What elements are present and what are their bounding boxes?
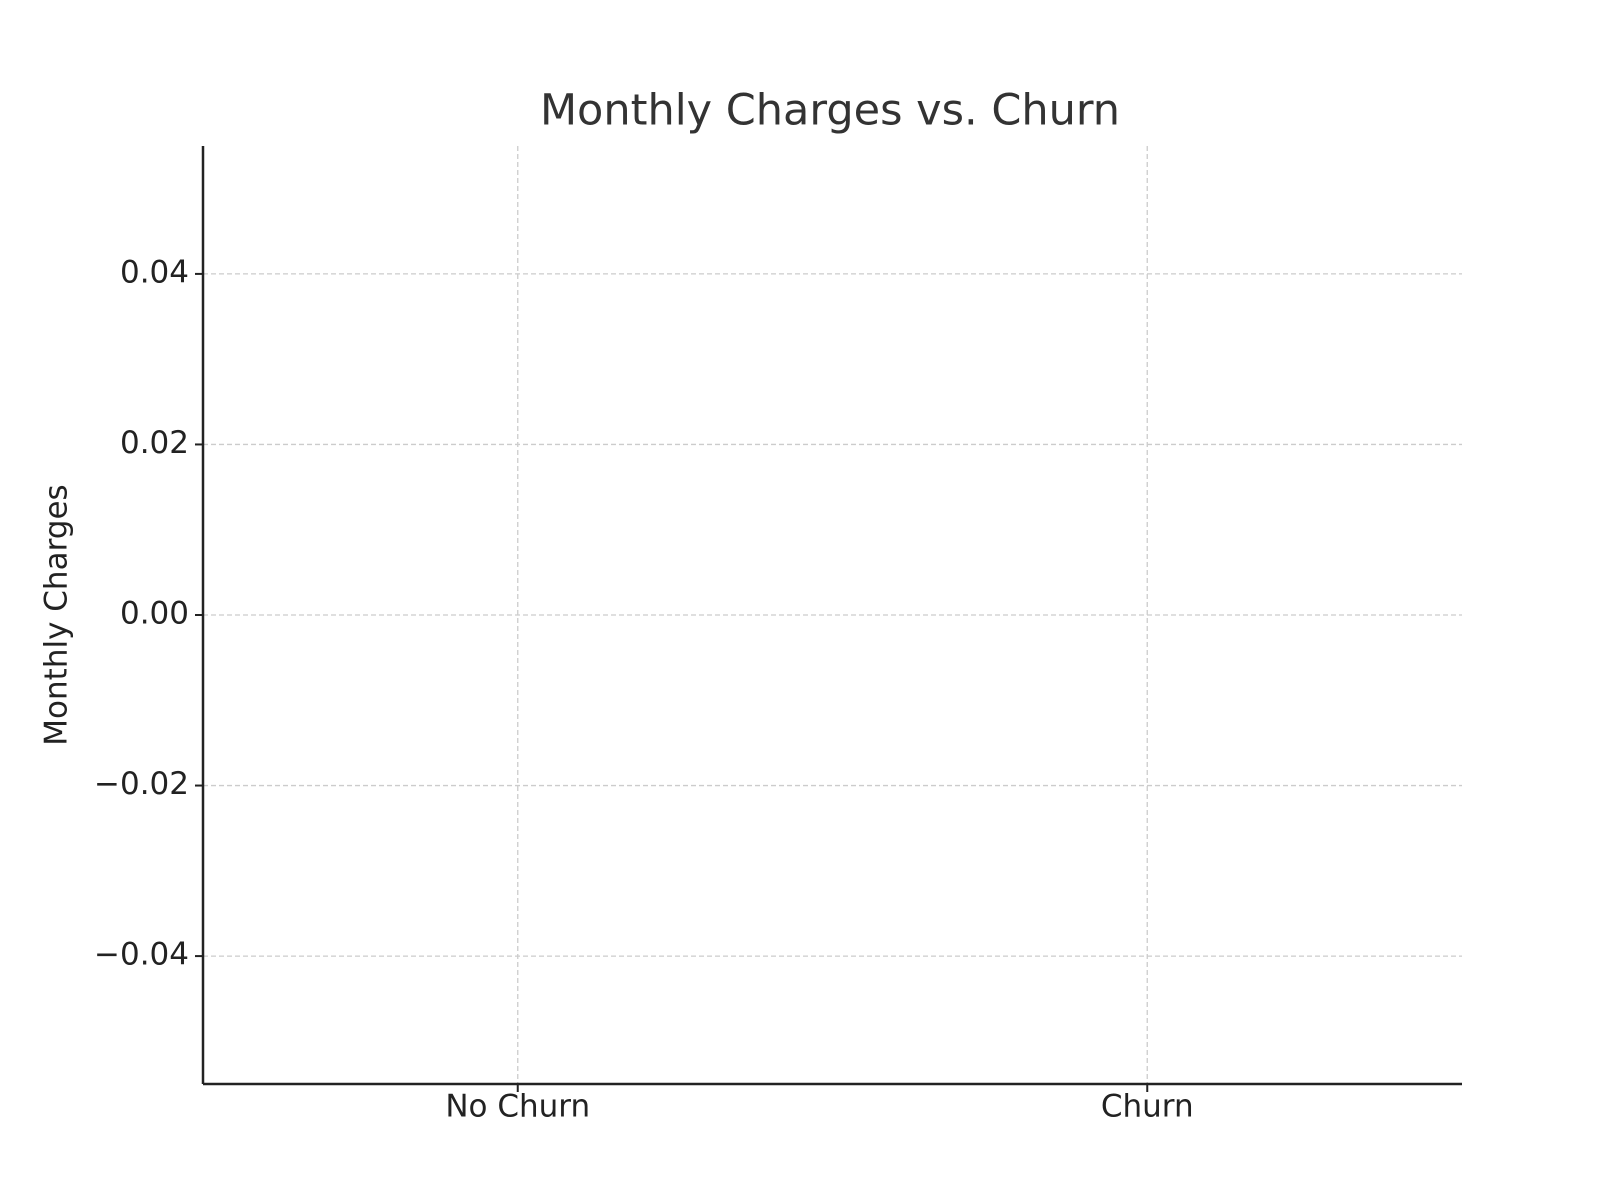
y-tick-label: 0.04 (120, 254, 189, 290)
y-tick-label: −0.04 (94, 937, 189, 973)
x-tick-label: No Churn (445, 1089, 590, 1125)
y-tick-label: 0.02 (120, 425, 189, 461)
y-tick-label: 0.00 (120, 596, 189, 632)
x-tick-label: Churn (1101, 1089, 1194, 1125)
y-tick-label: −0.02 (94, 766, 189, 802)
chart-title: Monthly Charges vs. Churn (540, 86, 1120, 136)
y-axis-label: Monthly Charges (39, 484, 75, 745)
